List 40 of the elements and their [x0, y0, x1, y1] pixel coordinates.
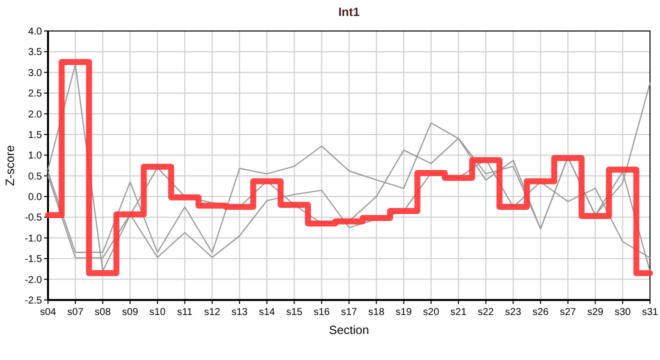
x-tick-label: s16 [314, 307, 330, 318]
y-tick-label: -1.5 [24, 254, 42, 266]
y-tick-label: 0.5 [28, 171, 42, 182]
x-tick-label: s13 [231, 307, 248, 318]
x-tick-label: s14 [258, 307, 276, 318]
x-tick-label: s15 [286, 307, 303, 318]
y-tick-label: 3.5 [28, 47, 42, 58]
x-tick-label: s12 [204, 307, 221, 318]
x-tick-label: s08 [94, 307, 112, 318]
x-tick-label: s17 [340, 307, 358, 318]
x-tick-label: s22 [478, 307, 494, 318]
x-tick-label: s19 [396, 307, 412, 318]
y-tick-label: -0.5 [24, 212, 42, 224]
chart-title: Int1 [338, 5, 360, 19]
x-tick-label: s30 [614, 307, 632, 318]
x-tick-label: s31 [642, 307, 658, 318]
x-tick-label: s07 [67, 307, 84, 318]
y-tick-label: 1.5 [28, 130, 42, 141]
y-tick-label: 1.0 [28, 150, 42, 162]
y-tick-label: 4.0 [28, 26, 42, 38]
x-tick-label: s23 [505, 307, 522, 318]
y-tick-label: 2.0 [28, 109, 42, 120]
y-tick-label: -1.0 [24, 233, 42, 244]
x-tick-label: s09 [122, 307, 139, 318]
y-tick-label: -2.5 [24, 296, 42, 306]
x-axis-title: Section [328, 323, 370, 337]
x-tick-label: s04 [40, 307, 56, 318]
y-tick-label: 2.5 [28, 88, 42, 100]
x-tick-label: s18 [368, 307, 385, 318]
x-tick-label: s21 [450, 307, 467, 318]
x-tick-label: s27 [560, 307, 576, 318]
x-tick-label: s11 [177, 307, 193, 318]
y-tick-label: 3.0 [28, 68, 42, 79]
x-tick-label: s29 [587, 307, 604, 318]
y-axis-title: Z-score [3, 144, 17, 186]
x-tick-label: s10 [149, 307, 166, 318]
x-tick-label: s20 [423, 307, 440, 318]
x-tick-label: s26 [532, 307, 550, 318]
y-tick-label: 0.0 [28, 192, 42, 204]
y-tick-label: -2.0 [24, 274, 42, 286]
